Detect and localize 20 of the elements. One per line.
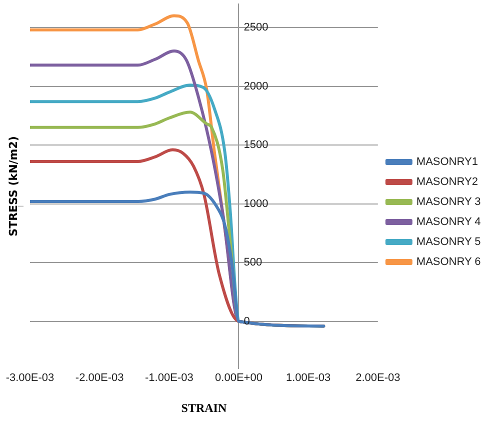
x-tick-label: 0.00E+00 xyxy=(215,372,262,384)
legend-label: MASONRY 3 xyxy=(416,196,481,208)
x-tick-label: -3.00E-03 xyxy=(6,372,54,384)
x-tick-label: 2.00E-03 xyxy=(356,372,400,384)
y-tick-label: 1000 xyxy=(244,198,268,210)
line-series xyxy=(30,190,326,328)
y-tick-label: 1500 xyxy=(244,139,268,152)
legend-label: MASONRY 5 xyxy=(416,236,481,248)
x-tick-label: -1.00E-03 xyxy=(145,372,194,384)
y-tick-label: 500 xyxy=(244,256,262,269)
legend-label: MASONRY 4 xyxy=(416,216,481,228)
legend-label: MASONRY2 xyxy=(416,176,478,188)
legend-label: MASONRY1 xyxy=(416,156,478,168)
x-tick-label: -2.00E-03 xyxy=(75,372,124,384)
x-tick-label: 1.00E-03 xyxy=(286,372,331,384)
legend-label: MASONRY 6 xyxy=(416,256,481,268)
y-axis-title: STRESS (kN/m2) xyxy=(6,136,20,236)
x-axis-title: STRAIN xyxy=(181,400,227,415)
y-tick-label: 2000 xyxy=(244,80,268,92)
y-tick-label: 2500 xyxy=(244,22,268,34)
